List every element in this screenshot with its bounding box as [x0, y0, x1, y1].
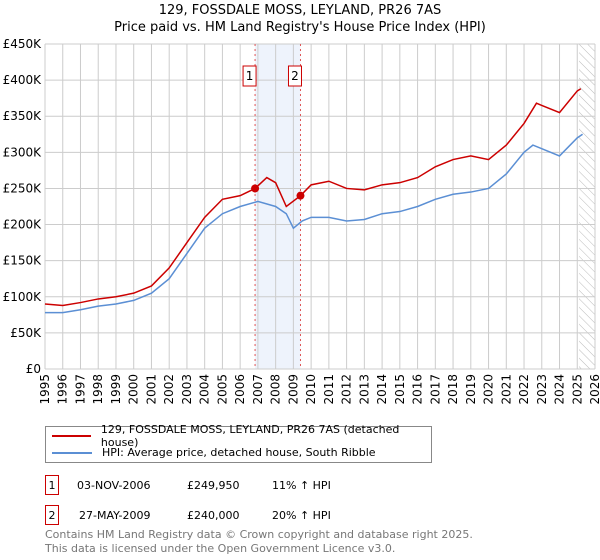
- transaction-hpi: 20% ↑ HPI: [272, 508, 331, 522]
- y-tick-label: £0: [26, 362, 41, 376]
- y-tick-label: £450K: [3, 37, 43, 51]
- sale-label-box: [242, 65, 257, 87]
- sale-point: [296, 191, 305, 200]
- x-tick-label: 2017: [428, 374, 442, 405]
- transaction-row: 1 03-NOV-2006 £249,950 11% ↑ HPI: [45, 475, 331, 495]
- x-tick-label: 2008: [269, 374, 283, 405]
- x-tick-label: 1999: [109, 374, 123, 405]
- x-tick-label: 2020: [482, 374, 496, 405]
- x-tick-label: 1998: [91, 374, 105, 405]
- transaction-price: £240,000: [187, 508, 240, 522]
- x-tick-label: 2011: [322, 374, 336, 405]
- y-tick-label: £350K: [3, 109, 43, 123]
- x-tick-label: 2000: [127, 374, 141, 405]
- legend-blue-line: [52, 451, 92, 454]
- x-tick-label: 2022: [517, 374, 531, 405]
- footer: Contains HM Land Registry data © Crown c…: [45, 528, 473, 556]
- y-tick-label: £100K: [3, 290, 43, 304]
- legend-property: 129, FOSSDALE MOSS, LEYLAND, PR26 7AS (d…: [100, 422, 400, 449]
- series-line: [45, 133, 584, 314]
- transaction-badge: 2: [45, 505, 59, 525]
- x-tick-label: 2024: [553, 374, 567, 405]
- x-tick-label: 2018: [446, 374, 460, 405]
- x-tick-label: 2012: [340, 374, 354, 405]
- sale-label-box: [287, 65, 302, 87]
- x-tick-label: 2006: [233, 374, 247, 405]
- y-tick-label: £200K: [3, 218, 43, 232]
- chart-subtitle: Price paid vs. HM Land Registry's House …: [114, 20, 486, 35]
- x-tick-label: 2003: [180, 374, 194, 405]
- forecast-hatch: [579, 44, 595, 369]
- sale-point: [251, 184, 260, 193]
- x-tick-label: 1996: [56, 374, 70, 405]
- y-tick-label: £150K: [3, 254, 43, 268]
- x-tick-label: 2009: [286, 374, 300, 405]
- x-tick-label: 2001: [144, 374, 158, 405]
- transaction-hpi: 11% ↑ HPI: [272, 478, 331, 492]
- x-tick-label: 2025: [570, 374, 584, 405]
- footer-licence: This data is licensed under the Open Gov…: [45, 542, 396, 555]
- series-line: [44, 88, 582, 307]
- x-tick-label: 2010: [304, 374, 318, 405]
- x-tick-label: 2014: [375, 374, 389, 405]
- sale-label: 2: [291, 69, 299, 83]
- transaction-row: 2 27-MAY-2009 £240,000 20% ↑ HPI: [45, 505, 331, 525]
- x-tick-label: 1995: [38, 374, 52, 405]
- x-tick-label: 2021: [499, 374, 513, 405]
- x-tick-label: 1997: [73, 374, 87, 405]
- y-tick-label: £250K: [3, 181, 43, 195]
- legend-red-line: [52, 434, 91, 437]
- chart-title: 129, FOSSDALE MOSS, LEYLAND, PR26 7AS: [158, 3, 442, 18]
- y-tick-label: £400K: [3, 73, 43, 87]
- x-tick-label: 2026: [588, 374, 600, 405]
- y-tick-label: £300K: [3, 145, 43, 159]
- legend-hpi: HPI: Average price, detached house, Sout…: [102, 446, 376, 459]
- x-tick-label: 2004: [198, 374, 212, 405]
- legend: 129, FOSSDALE MOSS, LEYLAND, PR26 7AS (d…: [45, 422, 432, 463]
- x-tick-label: 2023: [535, 374, 549, 405]
- x-tick-label: 2013: [357, 374, 371, 405]
- x-tick-label: 2002: [162, 374, 176, 405]
- sale-label: 1: [246, 69, 254, 83]
- transaction-badge: 1: [45, 475, 59, 495]
- x-tick-label: 2015: [393, 374, 407, 405]
- x-tick-label: 2007: [251, 374, 265, 405]
- price-chart: 1995 1996 1997 1998 1999 2000 2001 2002 2003 2004…: [3, 37, 600, 405]
- transaction-date: 03-NOV-2006: [77, 478, 151, 492]
- x-tick-label: 2005: [215, 374, 229, 405]
- y-tick-label: £50K: [10, 326, 42, 340]
- transaction-price: £249,950: [187, 478, 240, 492]
- transaction-date: 27-MAY-2009: [79, 508, 151, 522]
- x-tick-label: 2019: [464, 374, 478, 405]
- x-tick-label: 2016: [411, 374, 425, 405]
- footer-copyright: Contains HM Land Registry data © Crown c…: [45, 528, 473, 541]
